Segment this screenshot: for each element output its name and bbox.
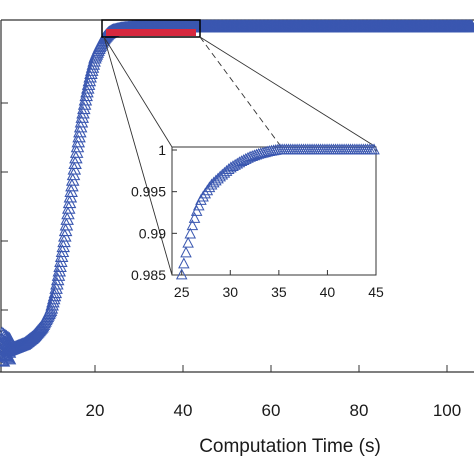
data-point: [82, 73, 97, 87]
data-point: [227, 160, 239, 172]
inset-y-tick-label: 0.985: [131, 267, 166, 283]
data-point: [2, 351, 17, 365]
data-point: [257, 146, 269, 158]
data-point: [52, 263, 67, 277]
data-point: [261, 145, 273, 157]
data-point: [54, 254, 68, 267]
data-point: [73, 119, 88, 133]
main-x-tick-label: 60: [262, 401, 281, 420]
data-point: [48, 285, 63, 299]
inset-y-tick-label: 0.995: [131, 184, 166, 200]
data-point: [84, 66, 98, 80]
data-point: [218, 166, 231, 178]
data-point: [86, 56, 101, 70]
data-point: [80, 84, 94, 98]
inset-plot: 0.985 0.99 0.995 1 25 30 35 40 45: [131, 142, 384, 300]
inset-x-tick-label: 45: [368, 284, 384, 300]
inset-y-tick-label: 1: [158, 142, 166, 158]
data-point: [78, 92, 93, 106]
data-point: [178, 257, 190, 269]
data-point: [70, 139, 85, 153]
data-point: [73, 124, 87, 138]
inset-series: [175, 143, 380, 280]
data-point: [46, 291, 61, 305]
data-point: [205, 178, 218, 190]
zoom-connectors: [103, 36, 377, 276]
data-point: [225, 161, 237, 173]
data-point: [259, 146, 271, 158]
data-point: [186, 219, 199, 231]
data-point: [214, 170, 226, 182]
data-point: [77, 97, 92, 110]
data-point: [50, 276, 64, 290]
data-point: [85, 60, 100, 73]
data-point: [50, 272, 65, 286]
data-point: [71, 134, 86, 148]
connector-line: [199, 36, 377, 148]
data-point: [56, 239, 70, 253]
data-point: [184, 227, 197, 239]
data-point: [84, 63, 99, 76]
x-axis-title: Computation Time (s): [199, 436, 381, 457]
data-point: [74, 114, 89, 128]
data-point: [54, 249, 69, 263]
inset-y-tick-label: 0.99: [139, 225, 166, 241]
data-point: [45, 297, 59, 311]
data-point: [81, 80, 95, 94]
connector-line: [103, 36, 173, 148]
data-point: [53, 259, 67, 272]
main-x-tick-label: 20: [86, 401, 105, 420]
main-plot: 20 40 60 80 100: [0, 19, 474, 420]
data-point: [255, 147, 267, 159]
data-point: [465, 19, 474, 33]
inset-x-tick-label: 30: [222, 284, 238, 300]
data-point: [76, 105, 90, 119]
inset-x-tick-label: 35: [271, 284, 287, 300]
data-point: [83, 69, 97, 83]
data-point: [49, 281, 63, 294]
data-point: [190, 204, 203, 216]
zoom-highlight: [106, 29, 196, 36]
data-point: [0, 352, 9, 366]
inset-x-tick-label: 25: [174, 284, 190, 300]
data-point: [81, 77, 96, 90]
data-point: [72, 129, 86, 143]
data-point: [210, 174, 222, 186]
inset-x-tick-label: 40: [320, 284, 336, 300]
data-point: [193, 199, 205, 211]
main-x-tick-label: 80: [350, 401, 369, 420]
data-point: [79, 88, 93, 102]
data-point: [188, 211, 201, 223]
data-point: [47, 288, 62, 302]
data-point: [216, 168, 229, 180]
main-x-tick-label: 40: [174, 401, 193, 420]
data-point: [51, 268, 66, 281]
data-point: [368, 143, 380, 155]
data-point: [207, 176, 220, 188]
data-point: [0, 353, 11, 367]
data-point: [182, 236, 194, 248]
data-point: [75, 110, 90, 123]
main-x-tick-label: 100: [433, 401, 461, 420]
data-point: [180, 246, 192, 258]
data-point: [175, 268, 188, 280]
connector-line: [103, 36, 173, 276]
inset-frame: [171, 146, 377, 276]
data-point: [77, 101, 91, 115]
data-point: [44, 300, 59, 314]
zoom-box: [101, 19, 201, 38]
data-point: [46, 294, 60, 308]
data-point: [55, 244, 70, 258]
data-point: [212, 172, 224, 184]
